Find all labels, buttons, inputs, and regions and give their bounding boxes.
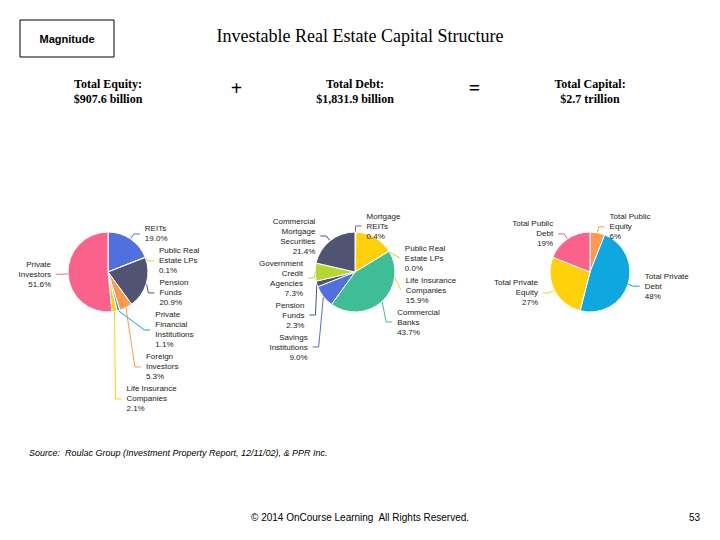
svg-text:0.0%: 0.0%	[405, 264, 423, 273]
svg-text:Total Private: Total Private	[494, 278, 539, 287]
svg-text:Companies: Companies	[406, 286, 446, 295]
svg-text:+: +	[231, 77, 242, 99]
svg-text:43.7%: 43.7%	[397, 328, 420, 337]
svg-text:Institutions: Institutions	[155, 330, 193, 339]
svg-text:Commercial: Commercial	[273, 217, 316, 226]
svg-text:Total Debt:: Total Debt:	[326, 77, 384, 91]
svg-text:15.9%: 15.9%	[406, 296, 429, 305]
svg-text:2.3%: 2.3%	[286, 321, 304, 330]
svg-text:Total Equity:: Total Equity:	[74, 77, 142, 91]
svg-text:$1,831.9 billion: $1,831.9 billion	[316, 92, 394, 106]
svg-text:Investors: Investors	[19, 270, 51, 279]
svg-text:Foreign: Foreign	[146, 352, 173, 361]
svg-text:Financial: Financial	[155, 320, 187, 329]
svg-text:Funds: Funds	[159, 288, 181, 297]
svg-text:© 2014 OnCourse Learning All: © 2014 OnCourse Learning All Rights Rese…	[251, 512, 469, 523]
svg-text:REITs: REITs	[367, 222, 388, 231]
svg-text:Debt: Debt	[536, 229, 554, 238]
svg-text:Mortgage: Mortgage	[367, 212, 401, 221]
svg-text:Private: Private	[26, 260, 51, 269]
svg-text:Public Real: Public Real	[159, 246, 200, 255]
svg-text:Pension: Pension	[159, 278, 188, 287]
svg-text:53: 53	[689, 512, 701, 523]
svg-text:Banks: Banks	[397, 318, 419, 327]
svg-text:1.1%: 1.1%	[155, 340, 173, 349]
svg-text:Life Insurance: Life Insurance	[126, 384, 177, 393]
svg-text:Companies: Companies	[126, 394, 166, 403]
svg-text:Total Public: Total Public	[610, 212, 651, 221]
svg-text:Total Capital:: Total Capital:	[554, 77, 625, 91]
svg-text:Life Insurance: Life Insurance	[406, 276, 457, 285]
svg-text:Equity: Equity	[516, 288, 538, 297]
svg-text:Institutions: Institutions	[269, 343, 307, 352]
svg-text:Debt: Debt	[645, 282, 663, 291]
svg-text:Investable Real Estate Capital: Investable Real Estate Capital Structure	[217, 26, 504, 46]
svg-text:6%: 6%	[610, 232, 622, 241]
svg-text:$907.6 billion: $907.6 billion	[74, 92, 143, 106]
svg-text:51.6%: 51.6%	[28, 280, 51, 289]
svg-text:21.4%: 21.4%	[293, 247, 316, 256]
svg-text:Securities: Securities	[280, 237, 315, 246]
svg-text:Total Public: Total Public	[512, 219, 553, 228]
svg-text:7.3%: 7.3%	[285, 289, 303, 298]
svg-text:=: =	[469, 77, 480, 99]
svg-text:5.3%: 5.3%	[146, 372, 164, 381]
svg-text:Estate LPs: Estate LPs	[405, 254, 444, 263]
svg-text:Equity: Equity	[610, 222, 632, 231]
svg-text:48%: 48%	[645, 292, 661, 301]
svg-text:Source: Roulac Group (Investm: Source: Roulac Group (Investment Propert…	[29, 448, 327, 458]
svg-text:Commercial: Commercial	[397, 308, 440, 317]
svg-text:REITs: REITs	[145, 224, 166, 233]
svg-text:9.0%: 9.0%	[289, 353, 307, 362]
svg-text:27%: 27%	[522, 298, 538, 307]
svg-text:19.0%: 19.0%	[145, 234, 168, 243]
svg-text:$2.7 trillion: $2.7 trillion	[560, 92, 620, 106]
svg-text:2.1%: 2.1%	[126, 404, 144, 413]
svg-text:Total Private: Total Private	[645, 272, 690, 281]
svg-text:Estate LPs: Estate LPs	[159, 256, 198, 265]
svg-text:Government: Government	[259, 259, 304, 268]
svg-text:Pension: Pension	[276, 301, 305, 310]
svg-text:Public Real: Public Real	[405, 244, 446, 253]
svg-text:Credit: Credit	[282, 269, 304, 278]
svg-text:Magnitude: Magnitude	[40, 33, 95, 45]
svg-text:Mortgage: Mortgage	[282, 227, 316, 236]
svg-text:Agencies: Agencies	[270, 279, 303, 288]
svg-text:Savings: Savings	[279, 333, 307, 342]
svg-text:0.4%: 0.4%	[367, 232, 385, 241]
svg-text:20.9%: 20.9%	[159, 298, 182, 307]
svg-text:Funds: Funds	[282, 311, 304, 320]
svg-text:Private: Private	[155, 310, 180, 319]
svg-text:19%: 19%	[537, 239, 553, 248]
svg-text:Investors: Investors	[146, 362, 178, 371]
svg-text:0.1%: 0.1%	[159, 266, 177, 275]
